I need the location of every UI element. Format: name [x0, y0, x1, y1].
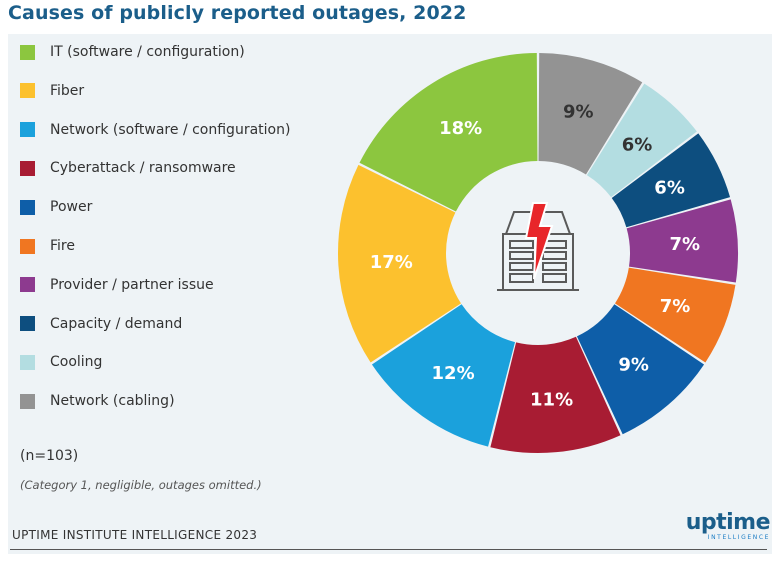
legend-swatch: [20, 238, 35, 254]
slice-value-label: 9%: [563, 102, 594, 123]
donut-slice: [614, 267, 736, 363]
legend-item: Cyberattack / ransomware: [20, 158, 236, 178]
slice-value-label: 9%: [618, 355, 649, 376]
legend-swatch: [20, 160, 35, 176]
footer-divider: [10, 549, 767, 550]
chart-title: Causes of publicly reported outages, 202…: [8, 2, 467, 24]
brand-logo: uptime INTELLIGENCE: [678, 510, 771, 542]
slice-value-label: 17%: [370, 252, 413, 273]
legend-label: Cooling: [50, 354, 103, 371]
legend-item: Network (software / configuration): [20, 120, 290, 140]
legend-item: Provider / partner issue: [20, 275, 214, 295]
legend-swatch: [20, 44, 35, 60]
legend-item: Fiber: [20, 81, 84, 101]
sample-size-note: (n=103): [20, 448, 79, 464]
legend-label: Network (software / configuration): [50, 121, 291, 138]
brand-name: uptime: [685, 510, 771, 535]
legend-swatch: [20, 316, 35, 332]
legend-label: IT (software / configuration): [50, 44, 245, 60]
slice-value-label: 7%: [669, 234, 700, 255]
legend-swatch: [20, 83, 35, 99]
donut-slice: [626, 199, 738, 283]
legend-swatch: [20, 393, 35, 409]
donut-slice: [576, 304, 705, 435]
legend-swatch: [20, 199, 35, 215]
legend-label: Fiber: [50, 82, 85, 99]
slice-value-label: 7%: [660, 296, 691, 317]
legend-swatch: [20, 277, 35, 293]
donut-slice: [611, 133, 731, 228]
slice-value-label: 18%: [439, 118, 482, 139]
donut-slice: [538, 53, 643, 175]
source-credit: UPTIME INSTITUTE INTELLIGENCE 2023: [12, 528, 258, 542]
legend-item: IT (software / configuration): [20, 42, 245, 62]
legend-item: Network (cabling): [20, 391, 175, 411]
legend-label: Provider / partner issue: [50, 276, 214, 293]
donut-slice: [586, 83, 697, 198]
legend-item: Fire: [20, 236, 75, 256]
legend-label: Cyberattack / ransomware: [50, 160, 236, 177]
slice-value-label: 11%: [530, 389, 573, 410]
slice-value-label: 6%: [654, 177, 685, 198]
donut-slice: [359, 53, 538, 212]
legend-label: Capacity / demand: [50, 315, 183, 332]
category-note: (Category 1, negligible, outages omitted…: [20, 478, 262, 492]
legend-label: Power: [50, 199, 93, 216]
slice-value-label: 6%: [622, 134, 653, 155]
donut-slice: [338, 164, 462, 363]
slice-value-label: 12%: [432, 363, 475, 384]
brand-tagline: INTELLIGENCE: [707, 534, 770, 541]
legend-item: Power: [20, 197, 92, 217]
legend-label: Network (cabling): [50, 393, 175, 410]
lightning-bolt-icon: [524, 202, 554, 280]
data-center-outage-icon: [497, 202, 579, 291]
legend-item: Capacity / demand: [20, 314, 182, 334]
donut-slice: [490, 336, 621, 453]
legend-label: Fire: [50, 238, 75, 254]
legend-swatch: [20, 354, 35, 370]
legend-item: Cooling: [20, 352, 102, 372]
legend-swatch: [20, 122, 35, 138]
donut-slice: [371, 304, 516, 447]
